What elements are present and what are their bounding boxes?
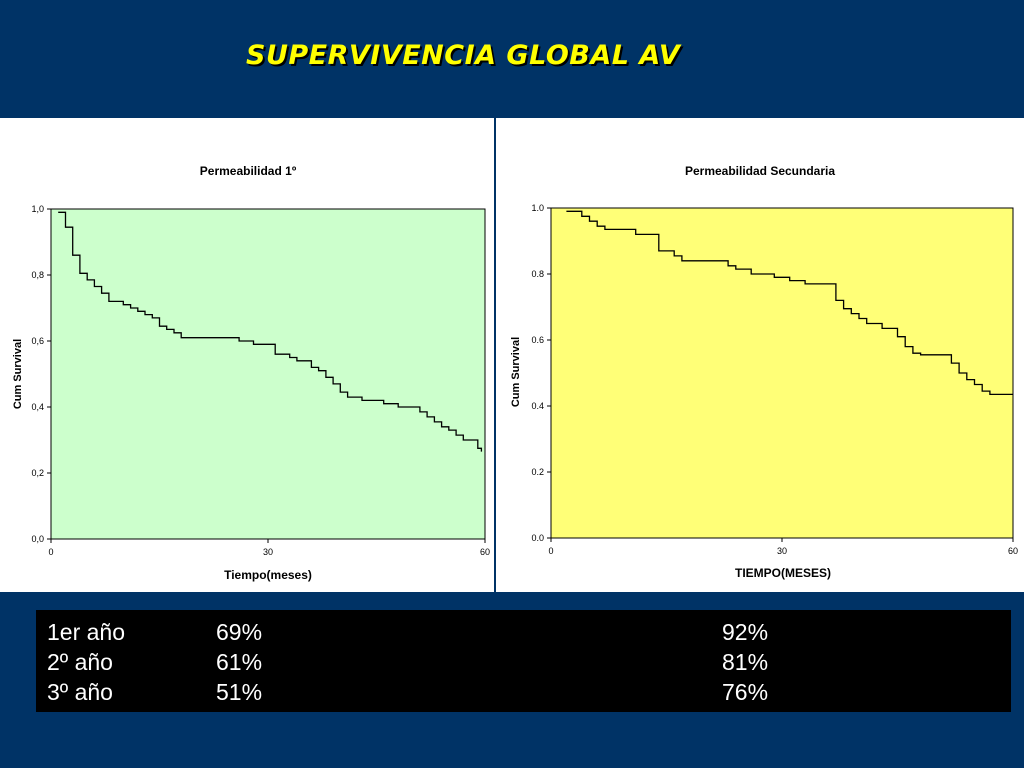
secundaria-value: 81% [722, 649, 769, 675]
y-tick-label: 1.0 [531, 203, 544, 213]
chart-permeabilidad-primaria: Permeabilidad 1º 0,0 0,2 0,4 0,6 0,8 1,0 0 30 6… [12, 164, 490, 582]
x-tick-label: 0 [548, 546, 553, 556]
survival-curve [58, 211, 483, 452]
results-row: 2º año 61% 81% [36, 649, 1011, 679]
y-axis-label: Cum Survival [12, 339, 24, 409]
chart-permeabilidad-secundaria: Permeabilidad Secundaria 0.0 0.2 0.4 0.6 0.8… [510, 164, 1018, 580]
secundaria-value: 76% [722, 679, 769, 705]
row-label: 3º año [47, 679, 113, 705]
y-tick-label: 0,0 [31, 534, 44, 544]
primaria-value: 51% [216, 679, 263, 705]
y-tick-label: 0.8 [531, 269, 544, 279]
y-tick-label: 0.6 [531, 335, 544, 345]
x-ticks: 0 30 60 [48, 539, 490, 557]
x-ticks: 0 30 60 [548, 538, 1018, 556]
x-tick-label: 30 [263, 547, 273, 557]
x-axis-label: Tiempo(meses) [224, 568, 312, 582]
y-tick-label: 0.0 [531, 533, 544, 543]
primaria-value: 61% [216, 649, 263, 675]
y-tick-label: 0.2 [531, 467, 544, 477]
primaria-value: 69% [216, 619, 263, 645]
results-row: 3º año 51% 76% [36, 679, 1011, 709]
plot-area [50, 208, 486, 540]
results-table: 1er año 69% 92% 2º año 61% 81% 3º año 51… [36, 610, 1011, 712]
chart-divider [494, 118, 496, 592]
x-tick-label: 60 [1008, 546, 1018, 556]
row-label: 1er año [47, 619, 126, 645]
chart-title: Permeabilidad 1º [200, 164, 297, 178]
plot-area [550, 207, 1014, 539]
row-label: 2º año [47, 649, 113, 675]
y-tick-label: 0,6 [31, 336, 44, 346]
y-tick-label: 0,4 [31, 402, 44, 412]
secundaria-value: 92% [722, 619, 769, 645]
x-tick-label: 60 [480, 547, 490, 557]
y-tick-label: 0,2 [31, 468, 44, 478]
y-tick-label: 0.4 [531, 401, 544, 411]
x-tick-label: 0 [48, 547, 53, 557]
y-ticks: 0.0 0.2 0.4 0.6 0.8 1.0 [531, 203, 551, 543]
chart-title: Permeabilidad Secundaria [685, 164, 835, 178]
y-tick-label: 1,0 [31, 204, 44, 214]
slide-title: SUPERVIVENCIA GLOBAL AV [246, 40, 681, 71]
survival-curve [566, 210, 1013, 396]
x-axis-label: TIEMPO(MESES) [735, 566, 831, 580]
results-row: 1er año 69% 92% [36, 619, 1011, 649]
y-axis-label: Cum Survival [510, 337, 522, 407]
x-tick-label: 30 [777, 546, 787, 556]
y-tick-label: 0,8 [31, 270, 44, 280]
y-ticks: 0,0 0,2 0,4 0,6 0,8 1,0 [31, 204, 51, 544]
